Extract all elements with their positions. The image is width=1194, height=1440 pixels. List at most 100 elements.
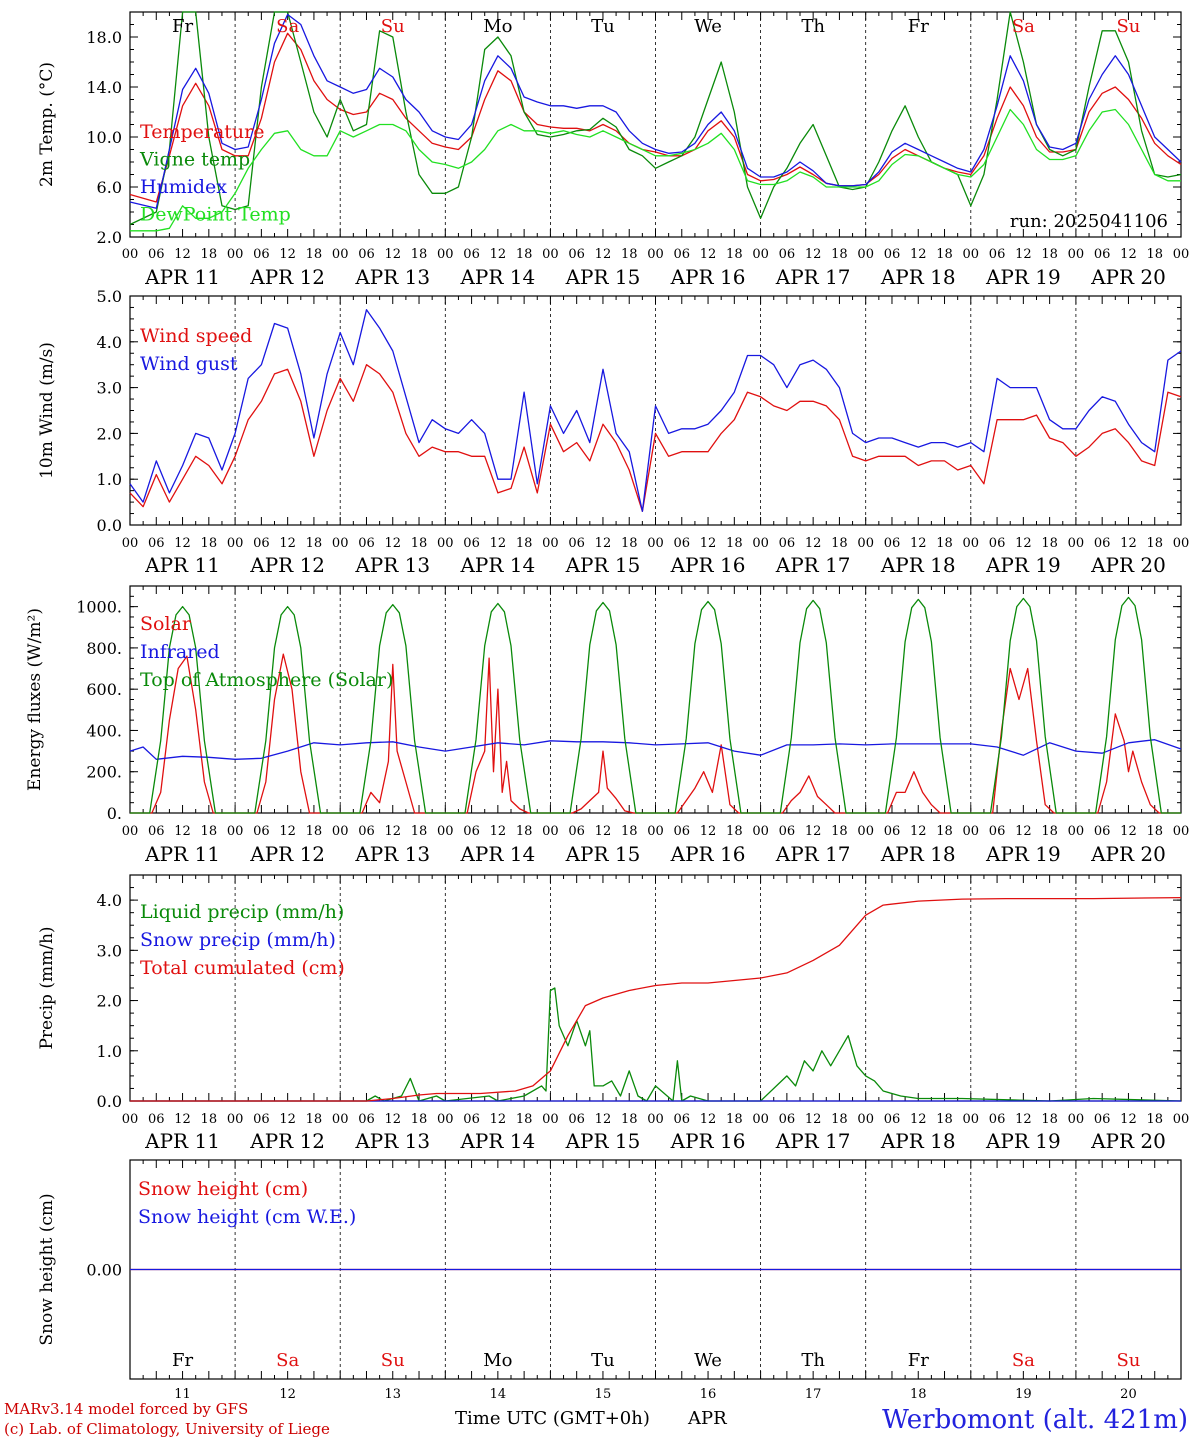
lab-credit: (c) Lab. of Climatology, University of L… [4, 1420, 330, 1438]
hour-label: 06 [989, 536, 1006, 551]
day-name: Th [801, 1350, 825, 1371]
y-tick-label: 2.0 [97, 992, 122, 1011]
legend-entry: Snow height (cm W.E.) [138, 1206, 356, 1228]
day-name: We [694, 16, 722, 37]
hour-label: 00 [1068, 247, 1085, 262]
hour-label: 00 [1173, 247, 1190, 262]
day-name: Tu [591, 16, 615, 37]
hour-label: 12 [1120, 824, 1137, 839]
hour-label: 06 [884, 536, 901, 551]
hour-label: 06 [989, 824, 1006, 839]
day-number: 18 [910, 1387, 927, 1402]
hour-label: 06 [463, 247, 480, 262]
hour-label: 12 [805, 824, 822, 839]
y-tick-label: 10.0 [86, 128, 122, 147]
hour-label: 12 [700, 247, 717, 262]
hour-label: 18 [831, 536, 848, 551]
hour-label: 06 [779, 1112, 796, 1127]
day-name: Su [1116, 1350, 1140, 1371]
hour-label: 00 [332, 824, 349, 839]
hour-label: 12 [805, 1112, 822, 1127]
hour-label: 00 [227, 536, 244, 551]
hour-label: 06 [884, 247, 901, 262]
legend-entry: Wind speed [140, 325, 252, 347]
day-number: 12 [279, 1387, 296, 1402]
date-label: APR 14 [459, 265, 535, 289]
legend-entry: DewPoint Temp [140, 204, 291, 226]
hour-label: 18 [936, 1112, 953, 1127]
hour-label: 12 [910, 536, 927, 551]
hour-label: 00 [122, 824, 139, 839]
hour-label: 18 [1146, 1112, 1163, 1127]
hour-label: 12 [174, 247, 191, 262]
date-label: APR 12 [249, 265, 325, 289]
hour-label: 00 [963, 536, 980, 551]
hour-label: 18 [831, 1112, 848, 1127]
date-label: APR 11 [144, 553, 220, 577]
hour-label: 18 [516, 247, 533, 262]
hour-label: 06 [358, 824, 375, 839]
legend-entry: Wind gust [140, 353, 238, 375]
y-tick-label: 0.0 [97, 1092, 122, 1111]
date-label: APR 13 [354, 1129, 430, 1153]
hour-label: 18 [1041, 536, 1058, 551]
hour-label: 06 [779, 536, 796, 551]
hour-label: 00 [647, 536, 664, 551]
y-axis-title: Energy fluxes (W/m²) [25, 608, 45, 791]
hour-label: 12 [490, 247, 507, 262]
hour-label: 18 [621, 536, 638, 551]
hour-label: 00 [122, 536, 139, 551]
hour-label: 18 [1146, 824, 1163, 839]
date-label: APR 19 [985, 553, 1061, 577]
day-number: 15 [595, 1387, 612, 1402]
hour-label: 18 [1041, 824, 1058, 839]
legend-entry: Snow height (cm) [138, 1178, 308, 1200]
y-tick-label: 1.0 [97, 470, 122, 489]
date-label: APR 15 [565, 265, 641, 289]
hour-label: 12 [279, 1112, 296, 1127]
hour-label: 06 [148, 1112, 165, 1127]
hour-label: 12 [1120, 536, 1137, 551]
date-label: APR 11 [144, 842, 220, 866]
hour-label: 06 [358, 1112, 375, 1127]
hour-label: 00 [1068, 1112, 1085, 1127]
date-label: APR 20 [1090, 1129, 1166, 1153]
hour-label: 18 [726, 824, 743, 839]
hour-label: 12 [174, 1112, 191, 1127]
date-label: APR 12 [249, 842, 325, 866]
hour-label: 12 [174, 536, 191, 551]
hour-label: 12 [700, 536, 717, 551]
series-line-vigne-temp [129, 11, 1182, 226]
series-line-dewpoint-temp [130, 108, 1181, 232]
date-label: APR 16 [670, 265, 746, 289]
hour-label: 00 [542, 824, 559, 839]
hour-label: 00 [227, 1112, 244, 1127]
hour-label: 12 [174, 824, 191, 839]
legend-entry: Snow precip (mm/h) [140, 929, 336, 951]
date-label: APR 20 [1090, 553, 1166, 577]
date-label: APR 17 [775, 553, 851, 577]
hour-label: 18 [306, 824, 323, 839]
day-name: Fr [908, 1350, 929, 1371]
date-label: APR 18 [880, 265, 956, 289]
hour-label: 18 [411, 824, 428, 839]
hour-label: 12 [1015, 824, 1032, 839]
hour-label: 12 [595, 536, 612, 551]
hour-label: 06 [358, 536, 375, 551]
date-label: APR 15 [565, 1129, 641, 1153]
day-name: Th [801, 16, 825, 37]
hour-label: 00 [752, 247, 769, 262]
hour-label: 12 [384, 247, 401, 262]
day-name: Sa [276, 16, 299, 37]
hour-label: 06 [1094, 1112, 1111, 1127]
date-label: APR 18 [880, 553, 956, 577]
model-credit: MARv3.14 model forced by GFS [4, 1400, 248, 1418]
y-tick-label: 2.0 [97, 424, 122, 443]
y-tick-label: 18.0 [86, 28, 122, 47]
date-label: APR 17 [775, 265, 851, 289]
date-label: APR 14 [459, 1129, 535, 1153]
panel-3: 0. 200. 400. 600. 800. 1000. Energy fluxes (W/… [25, 585, 1189, 866]
y-tick-label: 6.0 [97, 178, 122, 197]
hour-label: 06 [253, 1112, 270, 1127]
